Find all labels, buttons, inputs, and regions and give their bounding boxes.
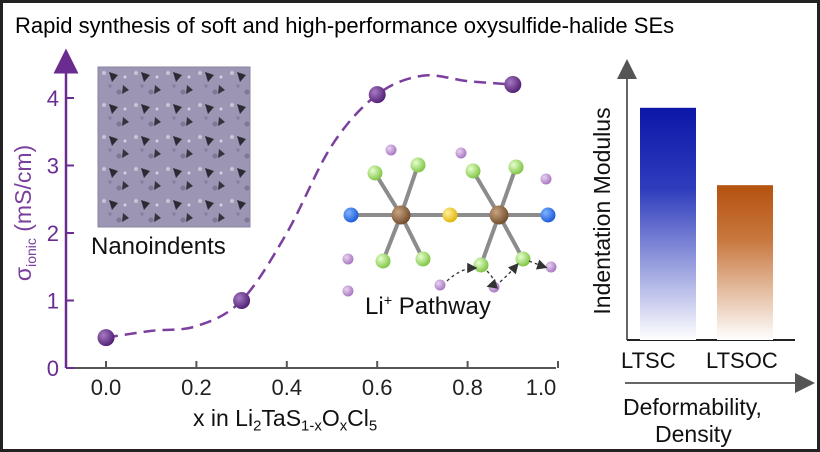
li-atom xyxy=(540,173,552,185)
li-atom xyxy=(342,285,354,297)
crystal-structure xyxy=(342,144,557,297)
y-axis-sigma: σ xyxy=(10,267,36,281)
bar-ltsc xyxy=(640,107,696,340)
x-tick-label: 0.4 xyxy=(272,375,303,400)
trend-line xyxy=(105,74,513,339)
y-tick-label: 0 xyxy=(47,356,59,381)
data-point xyxy=(504,76,522,93)
li-hop-arrow xyxy=(446,262,478,282)
figure-canvas: 0 1 2 3 4 0.0 0.2 0.4 0.6 0.8 1.0 σionic (mS/cm) xyxy=(10,48,815,400)
data-point xyxy=(233,292,251,309)
y-axis-unit: (mS/cm) xyxy=(10,145,36,238)
y-tick-label: 3 xyxy=(47,154,59,179)
s-atom xyxy=(540,207,556,223)
cl-atom xyxy=(473,257,489,273)
nanoindent-image xyxy=(97,66,251,228)
cl-atom xyxy=(515,251,531,267)
figure-title: Rapid synthesis of soft and high-perform… xyxy=(15,13,675,38)
ta-atom xyxy=(489,205,509,225)
x-tick-label: 0.8 xyxy=(452,375,483,400)
cl-atom xyxy=(465,163,481,179)
x-tick-label: 0.2 xyxy=(181,375,212,400)
cl-atom xyxy=(375,253,391,269)
y-tick-label: 4 xyxy=(47,86,59,111)
li-atom xyxy=(385,144,397,156)
line-chart-axes xyxy=(53,48,556,369)
bar-category-ltsoc: LTSOC xyxy=(706,348,778,373)
bar-ltsoc xyxy=(717,185,773,340)
cl-atom xyxy=(508,159,524,175)
bar-chart: Indentation Modulus xyxy=(589,59,815,393)
cl-atom xyxy=(367,165,383,181)
data-point xyxy=(97,329,115,347)
li-hop-arrow xyxy=(499,263,519,283)
x-axis-title: x in Li2TaS1-xOxCl5 xyxy=(193,405,378,435)
x-tick-label: 1.0 xyxy=(526,375,557,400)
ta-atom xyxy=(391,205,411,225)
bar-y-axis-title: Indentation Modulus xyxy=(589,107,615,314)
bar-category-ltsc: LTSC xyxy=(621,348,676,373)
li-atom xyxy=(342,253,354,265)
x-tick-label: 0.0 xyxy=(91,375,122,400)
li-atom xyxy=(455,147,467,159)
y-tick-label: 1 xyxy=(47,289,59,314)
bar-x-title-line1: Deformability, xyxy=(623,394,762,420)
bar-x-title-line2: Density xyxy=(655,421,732,447)
data-point xyxy=(368,86,386,104)
li-pathway-label: Li+ Pathway xyxy=(365,293,491,320)
y-axis-title: σionic (mS/cm) xyxy=(10,145,39,281)
cl-atom xyxy=(415,251,431,267)
y-tick-label: 2 xyxy=(47,221,59,246)
cl-atom xyxy=(410,157,426,173)
li-hop-arrow xyxy=(528,259,548,270)
li-hop-arrow xyxy=(486,270,498,289)
li-atom xyxy=(434,279,446,291)
x-tick-label: 0.6 xyxy=(362,375,393,400)
y-ticks: 0 1 2 3 4 xyxy=(47,86,74,381)
x-ticks: 0.0 0.2 0.4 0.6 0.8 1.0 xyxy=(91,361,559,400)
y-axis-sigma-subscript: ionic xyxy=(23,238,39,267)
s-atom xyxy=(343,207,359,223)
nanoindents-label: Nanoindents xyxy=(91,233,226,260)
li-atom xyxy=(545,261,557,273)
o-atom xyxy=(442,207,458,223)
data-points xyxy=(97,76,522,347)
li-atom xyxy=(488,281,500,293)
